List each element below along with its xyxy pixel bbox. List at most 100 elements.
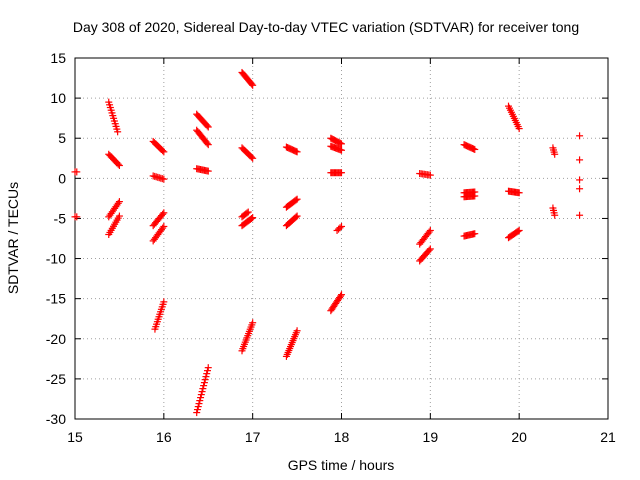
data-point bbox=[198, 388, 206, 396]
x-tick-label: 21 bbox=[600, 429, 616, 445]
data-point bbox=[249, 81, 257, 89]
data-point bbox=[114, 128, 122, 136]
data-point bbox=[337, 292, 345, 300]
data-point bbox=[576, 132, 584, 140]
data-point bbox=[515, 226, 523, 234]
chart-title: Day 308 of 2020, Sidereal Day-to-day VTE… bbox=[73, 19, 579, 35]
data-point bbox=[193, 409, 201, 417]
data-point bbox=[471, 145, 479, 153]
data-point bbox=[204, 123, 212, 131]
data-point bbox=[338, 140, 345, 148]
data-point bbox=[194, 403, 202, 411]
data-point bbox=[244, 208, 252, 216]
data-point bbox=[293, 148, 301, 156]
data-point bbox=[576, 176, 584, 184]
data-point bbox=[195, 400, 203, 408]
x-axis: 15 16 17 18 19 20 21 bbox=[67, 58, 616, 445]
data-point bbox=[204, 364, 212, 372]
data-point bbox=[199, 385, 207, 393]
x-tick-label: 19 bbox=[423, 429, 439, 445]
data-point bbox=[73, 213, 81, 221]
y-tick-label: -25 bbox=[46, 371, 66, 387]
data-point bbox=[159, 210, 167, 218]
data-point bbox=[576, 156, 584, 164]
x-tick-label: 20 bbox=[511, 429, 527, 445]
data-point bbox=[159, 224, 167, 232]
data-point bbox=[243, 209, 251, 217]
y-tick-label: 0 bbox=[58, 170, 66, 186]
data-point bbox=[160, 209, 168, 217]
x-tick-label: 16 bbox=[156, 429, 172, 445]
data-point bbox=[338, 291, 345, 299]
data-point bbox=[293, 327, 301, 335]
data-point bbox=[204, 167, 212, 175]
data-point bbox=[249, 154, 257, 162]
y-tick-label: -30 bbox=[46, 411, 66, 427]
y-tick-label: -15 bbox=[46, 291, 66, 307]
data-point bbox=[202, 373, 210, 381]
data-point bbox=[338, 222, 345, 230]
y-tick-label: 5 bbox=[58, 130, 66, 146]
data-point bbox=[196, 397, 204, 405]
data-point bbox=[576, 211, 584, 219]
data-point bbox=[426, 171, 434, 179]
data-point bbox=[515, 189, 523, 197]
data-point bbox=[338, 146, 345, 154]
data-point bbox=[425, 246, 433, 254]
data-point bbox=[293, 195, 301, 203]
data-point bbox=[576, 185, 584, 193]
data-point bbox=[114, 160, 122, 168]
data-point bbox=[160, 222, 168, 230]
data-point bbox=[159, 147, 167, 155]
data-point bbox=[292, 196, 300, 204]
data-point bbox=[248, 80, 256, 88]
data-point bbox=[336, 224, 344, 232]
data-point bbox=[73, 168, 81, 176]
x-tick-label: 15 bbox=[67, 429, 83, 445]
data-point bbox=[249, 319, 257, 327]
y-tick-label: 15 bbox=[50, 50, 66, 66]
data-point bbox=[514, 227, 522, 235]
data-point bbox=[115, 212, 123, 220]
data-point bbox=[551, 211, 559, 219]
y-tick-label: -20 bbox=[46, 331, 66, 347]
data-point bbox=[471, 192, 479, 200]
data-points bbox=[71, 68, 584, 417]
data-point bbox=[426, 226, 434, 234]
data-point bbox=[247, 215, 255, 223]
y-tick-label: -10 bbox=[46, 251, 66, 267]
data-point bbox=[425, 228, 433, 236]
data-point bbox=[204, 141, 212, 149]
data-point bbox=[114, 199, 122, 207]
data-point bbox=[293, 212, 301, 220]
data-point bbox=[426, 245, 434, 253]
data-point bbox=[197, 391, 205, 399]
data-point bbox=[551, 150, 559, 158]
data-point bbox=[160, 175, 168, 183]
data-point bbox=[115, 161, 123, 169]
x-tick-label: 18 bbox=[334, 429, 350, 445]
data-point bbox=[292, 213, 300, 221]
data-point bbox=[201, 376, 209, 384]
y-tick-label: 10 bbox=[50, 90, 66, 106]
data-point bbox=[515, 125, 523, 133]
data-point bbox=[203, 122, 211, 130]
data-point bbox=[203, 370, 211, 378]
data-point bbox=[200, 379, 208, 387]
data-point bbox=[336, 139, 344, 147]
data-point bbox=[193, 406, 201, 414]
data-point bbox=[160, 148, 168, 156]
y-axis: -30 -25 -20 -15 -10 -5 0 5 10 15 bbox=[46, 50, 608, 427]
data-point bbox=[160, 298, 168, 306]
data-point bbox=[247, 153, 255, 161]
y-axis-label: SDTVAR / TECUs bbox=[5, 182, 21, 294]
data-point bbox=[249, 214, 257, 222]
data-point bbox=[115, 198, 123, 206]
data-point bbox=[338, 169, 345, 177]
data-point bbox=[203, 139, 211, 147]
data-point bbox=[200, 382, 208, 390]
x-tick-label: 17 bbox=[245, 429, 261, 445]
data-point bbox=[471, 230, 479, 238]
data-point bbox=[203, 367, 211, 375]
